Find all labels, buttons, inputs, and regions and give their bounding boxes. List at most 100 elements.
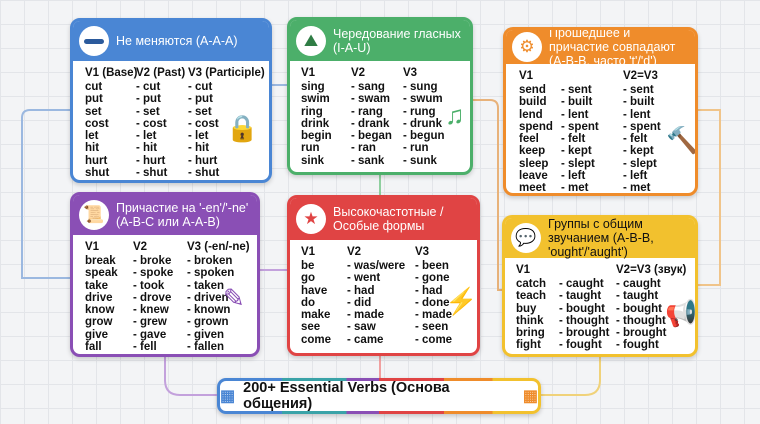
card-freq: ★ Высокочастотные / Особые формы V1 V2 V3 be… <box>287 195 480 356</box>
verb-form: - met <box>623 182 651 195</box>
verb-form: feel <box>519 133 539 146</box>
verb-form: - grown <box>187 316 229 329</box>
verb-form: make <box>301 309 331 322</box>
verb-row: give - gave - given <box>73 329 257 341</box>
verb-form: shut <box>85 167 110 180</box>
column-header: V2=V3 (звук) <box>616 264 687 276</box>
verb-form: see <box>301 321 321 334</box>
pen-icon: ✎ <box>223 283 245 313</box>
verb-row: spend - spent - spent <box>506 121 695 133</box>
verb-row: grow - grew - grown <box>73 316 257 328</box>
verb-row: come - came - come <box>290 334 477 346</box>
verb-form: - drank <box>351 117 390 130</box>
verb-row: think - thought - thought <box>505 315 695 327</box>
verb-form: leave <box>519 170 548 183</box>
card-title: Высокочастотные / Особые формы <box>333 205 444 233</box>
column-header: V1 <box>519 70 534 82</box>
verb-form: - let <box>188 130 209 143</box>
verb-form: - broke <box>133 255 172 267</box>
mountain-wave-icon: ⛰ <box>296 25 326 56</box>
orange-blocks-icon: ▦ <box>522 388 538 405</box>
lock-icon: 🔒 <box>226 113 259 143</box>
verb-form: fall <box>85 341 102 354</box>
verb-form: hurt <box>85 154 108 167</box>
verb-form: know <box>85 304 115 317</box>
verb-row: set - set - set <box>73 106 269 118</box>
verb-form: catch <box>516 278 547 290</box>
verb-form: - went <box>347 272 381 285</box>
verb-form: - ran <box>351 142 376 155</box>
verb-row: shut - shut - shut <box>73 167 269 179</box>
gears-icon: ⚙ <box>512 32 542 62</box>
card-title: Группы с общим звучанием (A-B-B, 'ought'… <box>548 217 654 259</box>
verb-form: - set <box>188 105 212 118</box>
verb-row: bring - brought - brought <box>505 327 695 339</box>
column-headers: V1 V2 V3 (-en/-ne) <box>73 241 257 255</box>
verb-form: - spoke <box>133 267 174 280</box>
column-header: V2 (Past) <box>136 67 186 79</box>
verb-form: - fallen <box>187 341 225 354</box>
verb-form: - bought <box>616 302 662 315</box>
verb-form: - spent <box>623 120 661 133</box>
card-title: Не меняются (A-A-A) <box>116 34 238 48</box>
verb-row: see - saw - seen <box>290 321 477 333</box>
verb-row: fight - fought - fought <box>505 339 695 351</box>
column-headers: V1 V2 V3 <box>290 246 477 260</box>
verb-form: - kept <box>623 145 654 158</box>
column-header: V2 <box>347 246 362 258</box>
verb-form: - spoken <box>187 267 235 280</box>
column-headers: V1 V2=V3 <box>506 70 695 84</box>
verb-form: - slept <box>561 157 595 170</box>
verb-form: meet <box>519 182 546 195</box>
column-header: V2 <box>351 67 366 79</box>
verb-form: bring <box>516 327 545 340</box>
verb-form: drive <box>85 291 113 304</box>
scroll-icon: 📜 <box>79 200 109 230</box>
verb-form: - left <box>561 170 586 183</box>
verb-form: put <box>85 93 103 106</box>
verb-form: - began <box>351 130 392 143</box>
verb-row: let - let - let <box>73 130 269 142</box>
card-iau: ⛰ Чередование гласных (I-A-U) V1 V2 V3 sing -… <box>287 17 473 175</box>
verb-row: cut - cut - cut <box>73 81 269 93</box>
blue-blocks-icon: ▦ <box>220 388 236 405</box>
column-header: V2 <box>133 241 148 253</box>
verb-form: - saw <box>347 321 376 334</box>
verb-form: spend <box>519 120 553 133</box>
verb-row: hurt - hurt - hurt <box>73 155 269 167</box>
hammer-icon: 🔨 <box>666 125 698 155</box>
verb-form: - felt <box>561 133 586 146</box>
verb-form: do <box>301 296 316 309</box>
verb-row: swim - swam - swum <box>290 93 470 105</box>
minus-icon <box>79 26 109 56</box>
verb-form: - had <box>415 284 443 297</box>
verb-form: - made <box>347 309 385 322</box>
verb-form: come <box>301 333 332 346</box>
verb-form: swim <box>301 93 330 106</box>
verb-form: - built <box>623 96 655 109</box>
verb-row: build - built - built <box>506 96 695 108</box>
verb-row: sleep - slept - slept <box>506 158 695 170</box>
verb-form: - thought <box>616 314 666 327</box>
column-header: V3 (Participle) <box>188 67 265 79</box>
verb-form: - hurt <box>136 154 166 167</box>
column-header: V3 <box>415 246 430 258</box>
column-header: V1 <box>301 246 316 258</box>
verb-form: - brought <box>616 327 667 340</box>
verb-form: - cost <box>188 117 219 130</box>
verb-row: break - broke - broken <box>73 255 257 267</box>
column-header: V1 <box>516 264 531 276</box>
verb-row: keep - kept - kept <box>506 145 695 157</box>
verb-form: - thought <box>559 314 609 327</box>
verb-form: - sent <box>623 84 654 96</box>
verb-form: - felt <box>623 133 648 146</box>
column-header: V1 (Base) <box>85 67 138 79</box>
verb-form: - cut <box>188 81 213 93</box>
verb-row: have - had - had <box>290 285 477 297</box>
verb-row: teach - taught - taught <box>505 290 695 302</box>
verb-row: take - took - taken <box>73 280 257 292</box>
verb-row: send - sent - sent <box>506 84 695 96</box>
verb-row: put - put - put <box>73 93 269 105</box>
verb-form: - let <box>136 130 157 143</box>
column-header: V3 (-en/-ne) <box>187 241 250 253</box>
